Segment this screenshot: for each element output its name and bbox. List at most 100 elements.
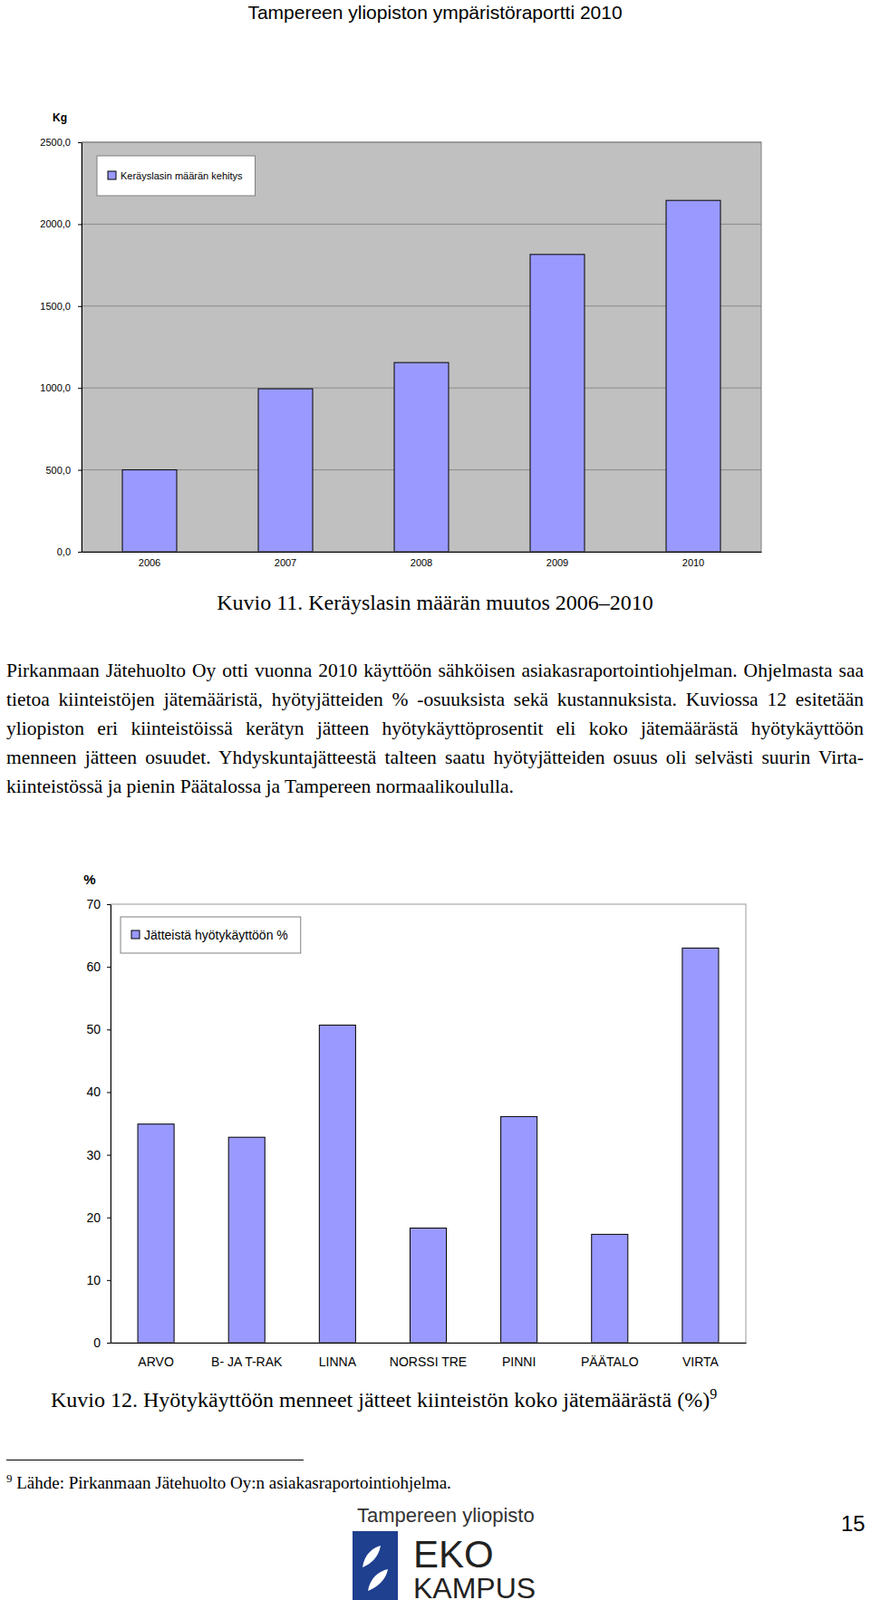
legend-box: [96, 155, 256, 196]
tick: PINNI: [502, 1343, 536, 1370]
tick-label: 60: [86, 959, 101, 975]
tick-label: 2000,0: [39, 218, 71, 230]
tick: 60: [86, 959, 111, 975]
logo: Tampereen yliopistoEKOKAMPUS: [344, 1504, 580, 1600]
bar: [258, 388, 313, 552]
tick: 0,0: [57, 546, 82, 558]
tick: VIRTA: [682, 1343, 720, 1370]
logo-leaf: [367, 1569, 388, 1592]
page-header: Tampereen yliopiston ympäristöraportti 2…: [0, 1, 870, 24]
grid-line: [81, 223, 762, 225]
bar: [228, 1137, 265, 1344]
tick-label: 50: [86, 1022, 101, 1037]
bar: [122, 470, 177, 552]
plot-area: [110, 904, 746, 1344]
caption-text: Kuvio 11. Keräyslasin määrän muutos 2006…: [216, 590, 654, 615]
legend-swatch: [107, 171, 116, 180]
tick: 20: [86, 1210, 111, 1226]
category-label: VIRTA: [682, 1354, 720, 1370]
y-axis: 0,0500,01000,01500,02000,02500,0: [39, 136, 82, 558]
tick-label: 20: [86, 1210, 101, 1226]
tick-label: 0: [93, 1335, 101, 1351]
category-label: NORSSI TRE: [389, 1354, 467, 1370]
legend-box: [120, 917, 301, 954]
bar: [501, 1116, 538, 1344]
category-label: 2006: [138, 557, 161, 569]
footnote: 9 Lähde: Pirkanmaan Jätehuolto Oy:n asia…: [6, 1471, 452, 1494]
tick: 50: [86, 1022, 111, 1037]
axis-line: [81, 143, 83, 553]
tick: 2007: [274, 551, 297, 569]
tick: 2009: [546, 551, 569, 569]
category-label: 2007: [274, 557, 297, 569]
axis-line: [110, 905, 112, 1344]
category-label: LINNA: [319, 1354, 358, 1370]
bar: [666, 200, 721, 552]
footnote-text: Lähde: Pirkanmaan Jätehuolto Oy:n asiaka…: [12, 1473, 452, 1493]
legend: Jätteistä hyötykäyttöön %: [120, 917, 301, 954]
logo-line: KAMPUS: [413, 1572, 536, 1600]
logo-top: Tampereen yliopisto: [357, 1504, 535, 1528]
category-label: 2009: [546, 557, 569, 569]
caption: Kuvio 11. Keräyslasin määrän muutos 2006…: [0, 590, 870, 616]
grid: [81, 142, 762, 552]
category-label: B- JA T-RAK: [211, 1354, 283, 1370]
chart: 0,0500,01000,01500,02000,02500,020062007…: [0, 108, 870, 590]
tick: NORSSI TRE: [389, 1343, 467, 1370]
footnote-ref: 9: [6, 1471, 13, 1486]
category-label: 2010: [682, 557, 705, 569]
bars: [137, 947, 719, 1344]
grid-line: [81, 305, 762, 307]
x-axis: 2006 2007 2008 2009 2010: [82, 551, 763, 569]
category-label: 2008: [410, 557, 433, 569]
y-axis: 010203040506070: [86, 897, 111, 1351]
bars: [122, 200, 721, 552]
tick: 2000,0: [39, 218, 82, 230]
logo-leaf: [362, 1546, 381, 1568]
legend-swatch: [131, 930, 140, 939]
tick: 2500,0: [39, 136, 82, 148]
plot-area: [81, 142, 762, 552]
bar: [319, 1024, 356, 1344]
tick: 2010: [682, 551, 705, 569]
page-number: 15: [841, 1511, 866, 1537]
plot-frame: [110, 904, 746, 1344]
tick-mark: [77, 223, 82, 225]
chart: 010203040506070ARVOB- JA T-RAKLINNANORSS…: [0, 870, 870, 1378]
tick-mark: [77, 551, 82, 553]
tick-mark: [106, 1155, 111, 1157]
tick-label: 2500,0: [39, 136, 71, 148]
tick: 2006: [138, 551, 161, 569]
tick-mark: [106, 966, 111, 968]
tick-label: 1500,0: [39, 300, 71, 312]
footnote-rule: [6, 1459, 304, 1461]
bar: [530, 254, 585, 552]
tick-mark: [106, 1029, 111, 1031]
bar: [591, 1234, 629, 1344]
legend-label: Jätteistä hyötykäyttöön %: [144, 928, 289, 943]
tick-mark: [77, 470, 82, 472]
tick: 40: [86, 1084, 111, 1100]
category-label: PÄÄTALO: [580, 1354, 639, 1370]
bar: [682, 947, 719, 1344]
axis-line: [82, 551, 763, 553]
axis-title: Kg: [52, 111, 68, 125]
caption: Kuvio 12. Hyötykäyttöön menneet jätteet …: [50, 1386, 867, 1413]
paragraph: Pirkanmaan Jätehuolto Oy otti vuonna 201…: [6, 656, 864, 802]
tick-mark: [106, 1218, 111, 1219]
bar: [409, 1227, 446, 1344]
caption-text: Kuvio 12. Hyötykäyttöön menneet jätteet …: [50, 1388, 710, 1412]
tick: 0: [93, 1335, 111, 1351]
tick: PÄÄTALO: [580, 1343, 639, 1370]
tick-label: 1000,0: [39, 382, 71, 394]
tick-label: 0,0: [57, 546, 71, 558]
axis-title: %: [83, 871, 96, 888]
tick: 2008: [410, 551, 433, 569]
tick-mark: [77, 142, 82, 144]
legend: Keräyslasin määrän kehitys: [96, 155, 256, 196]
x-axis: ARVOB- JA T-RAKLINNANORSSI TREPINNIPÄÄTA…: [111, 1343, 747, 1370]
tick-mark: [106, 904, 111, 906]
bar: [137, 1124, 174, 1344]
tick-label: 40: [86, 1084, 101, 1100]
axis-line: [111, 1343, 747, 1344]
